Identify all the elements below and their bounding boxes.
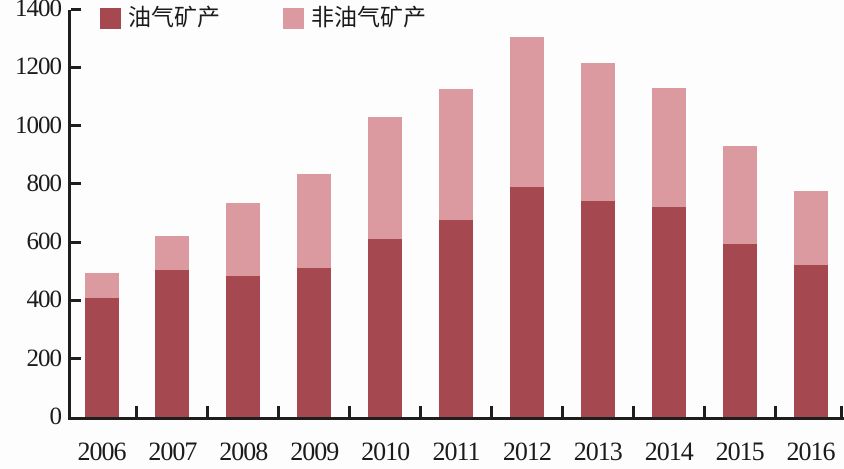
y-axis-tick bbox=[71, 357, 81, 361]
legend-item-nonoil: 非油气矿产 bbox=[283, 5, 426, 31]
bar-segment-nonoil-2009 bbox=[297, 173, 332, 269]
x-axis-tick bbox=[206, 406, 210, 417]
x-axis-tick bbox=[702, 406, 706, 417]
x-axis-label: 2008 bbox=[219, 437, 268, 466]
bar-segment-oil-2013 bbox=[580, 201, 615, 417]
y-axis-tick bbox=[71, 65, 81, 69]
y-axis-tick bbox=[71, 298, 81, 302]
x-axis-tick bbox=[489, 406, 493, 417]
bar-segment-nonoil-2013 bbox=[580, 62, 615, 202]
legend-label-oil: 油气矿产 bbox=[128, 5, 220, 30]
y-axis-tick bbox=[71, 7, 81, 11]
x-axis-tick bbox=[135, 406, 139, 417]
x-axis-label: 2011 bbox=[432, 437, 480, 466]
bar-segment-oil-2006 bbox=[84, 297, 119, 417]
bar-segment-oil-2010 bbox=[368, 239, 403, 417]
bar-segment-nonoil-2006 bbox=[84, 272, 119, 298]
x-axis-tick bbox=[348, 406, 352, 417]
y-axis-line bbox=[68, 10, 71, 419]
bar-segment-oil-2008 bbox=[226, 275, 261, 417]
bar-segment-oil-2015 bbox=[722, 243, 757, 417]
x-axis-label: 2014 bbox=[644, 437, 694, 466]
bar-segment-nonoil-2011 bbox=[439, 89, 473, 221]
x-axis-tick bbox=[277, 406, 281, 417]
bar-segment-nonoil-2015 bbox=[722, 145, 757, 244]
bar-segment-nonoil-2010 bbox=[368, 116, 403, 240]
x-axis-tick bbox=[560, 406, 564, 417]
legend-item-oil: 油气矿产 bbox=[100, 5, 220, 31]
bar-segment-nonoil-2012 bbox=[509, 36, 544, 187]
bar-segment-oil-2011 bbox=[439, 220, 473, 417]
y-axis-label: 1400 bbox=[15, 0, 62, 22]
x-axis-label: 2007 bbox=[148, 437, 197, 466]
x-axis-label: 2012 bbox=[502, 437, 552, 466]
legend-swatch-nonoil-icon bbox=[283, 7, 304, 29]
y-axis-label: 1000 bbox=[15, 111, 62, 139]
x-axis-line bbox=[68, 417, 844, 420]
bar-segment-nonoil-2014 bbox=[651, 87, 686, 207]
x-axis-tick bbox=[839, 406, 843, 417]
x-axis-tick bbox=[773, 406, 777, 417]
y-axis-label: 0 bbox=[49, 403, 63, 430]
y-axis-label: 800 bbox=[26, 169, 63, 197]
x-axis-label: 2015 bbox=[715, 437, 765, 466]
y-axis-label: 400 bbox=[26, 286, 63, 314]
bar-segment-oil-2014 bbox=[651, 206, 686, 417]
y-axis-tick bbox=[71, 240, 81, 244]
x-axis-label: 2013 bbox=[573, 437, 623, 466]
x-axis-tick bbox=[631, 406, 635, 417]
legend-swatch-oil-icon bbox=[100, 7, 121, 29]
x-axis-tick bbox=[419, 406, 423, 417]
y-axis-label: 1200 bbox=[15, 53, 62, 81]
bar-segment-nonoil-2008 bbox=[226, 202, 261, 276]
x-axis-label: 2010 bbox=[361, 437, 410, 466]
bar-segment-oil-2016 bbox=[793, 265, 828, 417]
y-axis-label: 600 bbox=[26, 228, 63, 256]
bar-segment-nonoil-2007 bbox=[155, 236, 190, 270]
bar-segment-oil-2007 bbox=[155, 269, 190, 417]
y-axis-tick bbox=[71, 124, 81, 128]
x-axis-label: 2006 bbox=[77, 437, 127, 466]
legend-label-nonoil: 非油气矿产 bbox=[311, 5, 426, 30]
y-axis-tick bbox=[71, 182, 81, 186]
x-axis-label: 2009 bbox=[290, 437, 339, 466]
bar-segment-oil-2012 bbox=[509, 186, 544, 417]
bar-segment-oil-2009 bbox=[297, 268, 332, 417]
x-axis-label: 2016 bbox=[786, 437, 836, 466]
bar-segment-nonoil-2016 bbox=[793, 191, 828, 266]
y-axis-label: 200 bbox=[26, 344, 63, 372]
